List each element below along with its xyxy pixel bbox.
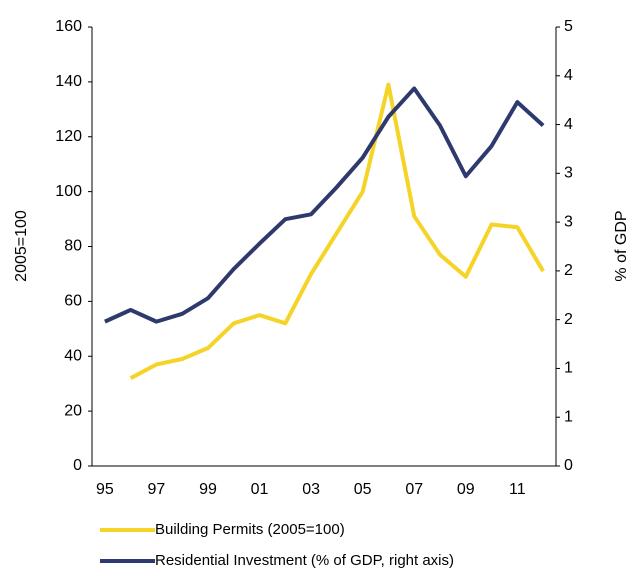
legend-label: Building Permits (2005=100) bbox=[155, 521, 345, 538]
y-tick-label: 160 bbox=[55, 18, 82, 35]
x-tick-label: 01 bbox=[251, 481, 269, 498]
y-tick-label: 100 bbox=[55, 183, 82, 200]
y2-tick-label: 1 bbox=[564, 360, 573, 377]
y-tick-label: 40 bbox=[64, 347, 82, 364]
y2-tick-label: 5 bbox=[564, 18, 573, 35]
y-axis-label: 2005=100 bbox=[13, 210, 30, 282]
x-tick-label: 95 bbox=[96, 481, 114, 498]
y-tick-label: 140 bbox=[55, 73, 82, 90]
series-line bbox=[104, 86, 545, 324]
y2-tick-label: 0 bbox=[564, 457, 573, 474]
y2-tick-label: 3 bbox=[564, 165, 573, 182]
y-tick-label: 60 bbox=[64, 293, 82, 310]
y2-axis-label: % of GDP bbox=[613, 210, 630, 281]
x-tick-label: 03 bbox=[302, 481, 320, 498]
x-tick-label: 07 bbox=[405, 481, 423, 498]
x-tick-label: 99 bbox=[199, 481, 217, 498]
y-tick-label: 20 bbox=[64, 402, 82, 419]
y2-tick-label: 4 bbox=[564, 67, 573, 84]
y2-tick-label: 4 bbox=[564, 116, 573, 133]
x-tick-label: 97 bbox=[148, 481, 166, 498]
y2-tick-label: 1 bbox=[564, 408, 573, 425]
y-tick-label: 120 bbox=[55, 128, 82, 145]
y-tick-label: 0 bbox=[73, 457, 82, 474]
y2-tick-label: 2 bbox=[564, 262, 573, 279]
x-tick-label: 05 bbox=[354, 481, 372, 498]
y-tick-label: 80 bbox=[64, 238, 82, 255]
x-tick-label: 11 bbox=[509, 481, 526, 498]
y2-tick-label: 2 bbox=[564, 311, 573, 328]
x-tick-label: 09 bbox=[457, 481, 475, 498]
y2-tick-label: 3 bbox=[564, 213, 573, 230]
legend-label: Residential Investment (% of GDP, right … bbox=[155, 552, 454, 569]
series-line bbox=[129, 82, 545, 380]
